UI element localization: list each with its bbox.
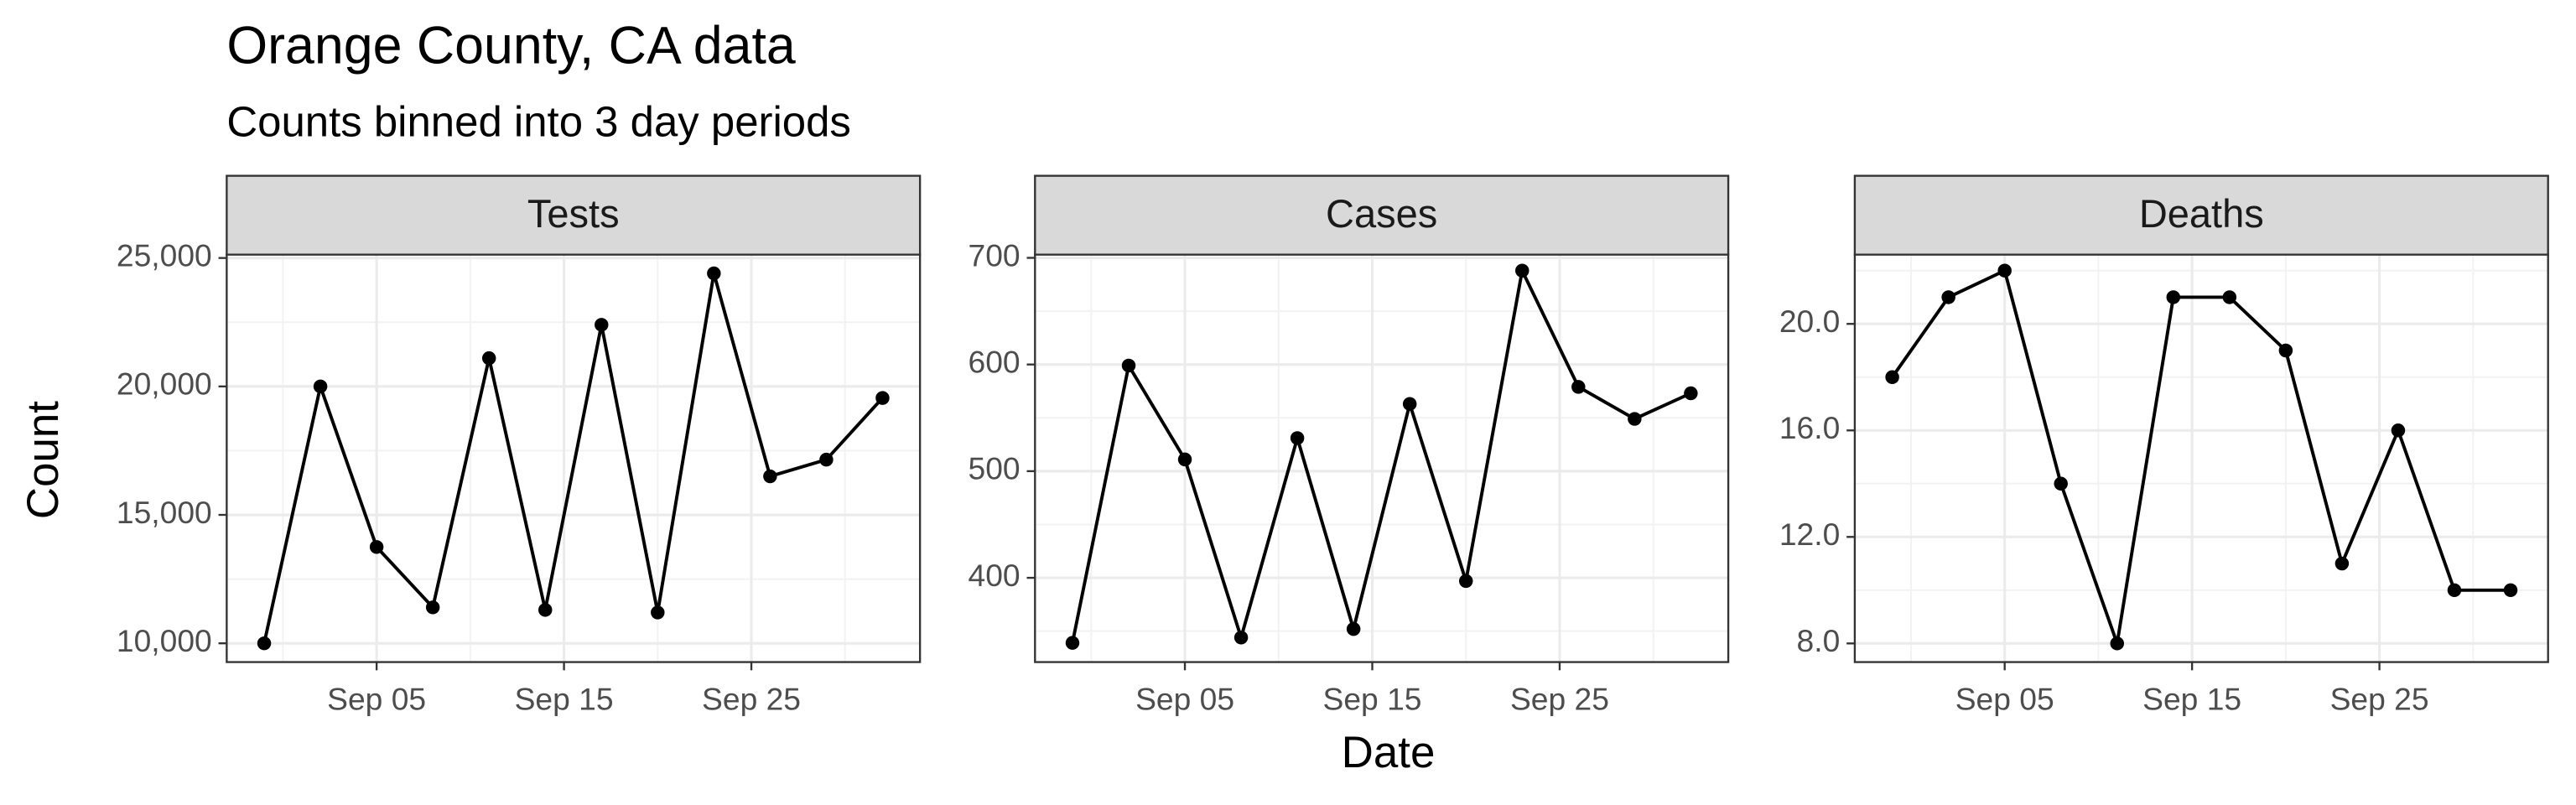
- x-tick-label: Sep 05: [1955, 681, 2054, 716]
- data-point: [763, 469, 777, 484]
- data-point: [538, 603, 553, 617]
- data-point: [1177, 452, 1192, 467]
- data-point: [1628, 412, 1642, 426]
- x-tick-label: Sep 05: [327, 681, 426, 716]
- data-point: [875, 391, 890, 405]
- data-point: [313, 379, 328, 394]
- y-tick-label: 25,000: [117, 237, 212, 273]
- y-tick-label: 8.0: [1797, 623, 1841, 658]
- panel: [1854, 254, 2548, 662]
- x-tick-label: Sep 25: [2330, 681, 2429, 716]
- data-point: [1941, 290, 1955, 304]
- data-line: [262, 273, 884, 644]
- y-tick-label: 700: [969, 237, 1021, 273]
- y-tick-label: 500: [969, 451, 1021, 486]
- data-point: [2278, 343, 2293, 358]
- data-point: [257, 636, 272, 651]
- data-line: [1071, 265, 1692, 644]
- facet-strip: [226, 174, 922, 256]
- facet-title: Cases: [1326, 191, 1437, 236]
- panel-border: [1853, 253, 2549, 663]
- data-point: [707, 266, 721, 281]
- facet-title: Deaths: [2139, 191, 2264, 236]
- chart-subtitle: Counts binned into 3 day periods: [226, 97, 851, 145]
- data-point: [2222, 290, 2237, 304]
- y-tick-label: 16.0: [1779, 410, 1840, 445]
- x-tick-label: Sep 25: [1510, 681, 1609, 716]
- facet-title: Tests: [527, 191, 620, 236]
- data-point: [1065, 636, 1080, 650]
- data-point: [2110, 636, 2124, 651]
- chart-title: Orange County, CA data: [226, 16, 795, 75]
- data-point: [2334, 556, 2350, 571]
- x-tick-label: Sep 15: [515, 681, 614, 716]
- y-tick-label: 20.0: [1779, 304, 1840, 339]
- panel-background: [1854, 254, 2548, 662]
- data-point: [369, 540, 384, 554]
- data-point: [1515, 263, 1530, 278]
- data-point: [2054, 476, 2068, 491]
- x-axis-title: Date: [1342, 728, 1436, 777]
- x-tick-label: Sep 15: [2142, 681, 2241, 716]
- data-point: [1402, 397, 1417, 411]
- data-point: [425, 600, 440, 615]
- data-point: [1290, 431, 1305, 445]
- y-tick-label: 400: [969, 558, 1021, 593]
- data-point: [595, 318, 609, 332]
- data-point: [2447, 583, 2462, 598]
- data-point: [819, 452, 834, 467]
- facet-strip: [1034, 174, 1730, 256]
- data-point: [1684, 386, 1698, 401]
- panel: [1035, 254, 1729, 662]
- x-tick-label: Sep 25: [702, 681, 801, 716]
- data-point: [1346, 621, 1361, 636]
- data-point: [2503, 583, 2518, 598]
- x-tick-label: Sep 05: [1135, 681, 1234, 716]
- y-tick-label: 12.0: [1779, 517, 1840, 552]
- data-point: [1885, 370, 1899, 384]
- data-point: [1233, 631, 1249, 645]
- data-point: [2166, 290, 2181, 304]
- data-point: [651, 605, 665, 620]
- data-point: [1121, 358, 1136, 373]
- y-tick-label: 20,000: [117, 366, 212, 402]
- panel-background: [226, 254, 921, 662]
- y-axis-title: Count: [18, 401, 68, 519]
- data-line: [1891, 267, 2511, 644]
- data-point: [481, 351, 496, 366]
- facet-strip: [1853, 174, 2549, 256]
- panel-border: [1034, 253, 1730, 663]
- panel: [226, 254, 921, 662]
- y-tick-label: 15,000: [117, 495, 212, 530]
- panel-border: [226, 253, 922, 663]
- data-point: [2391, 423, 2406, 438]
- y-tick-label: 10,000: [117, 623, 212, 658]
- y-tick-label: 600: [969, 345, 1021, 380]
- x-tick-label: Sep 15: [1323, 681, 1422, 716]
- data-point: [1997, 263, 2012, 278]
- data-point: [1571, 380, 1586, 394]
- panel-background: [1035, 254, 1729, 662]
- data-point: [1458, 574, 1473, 589]
